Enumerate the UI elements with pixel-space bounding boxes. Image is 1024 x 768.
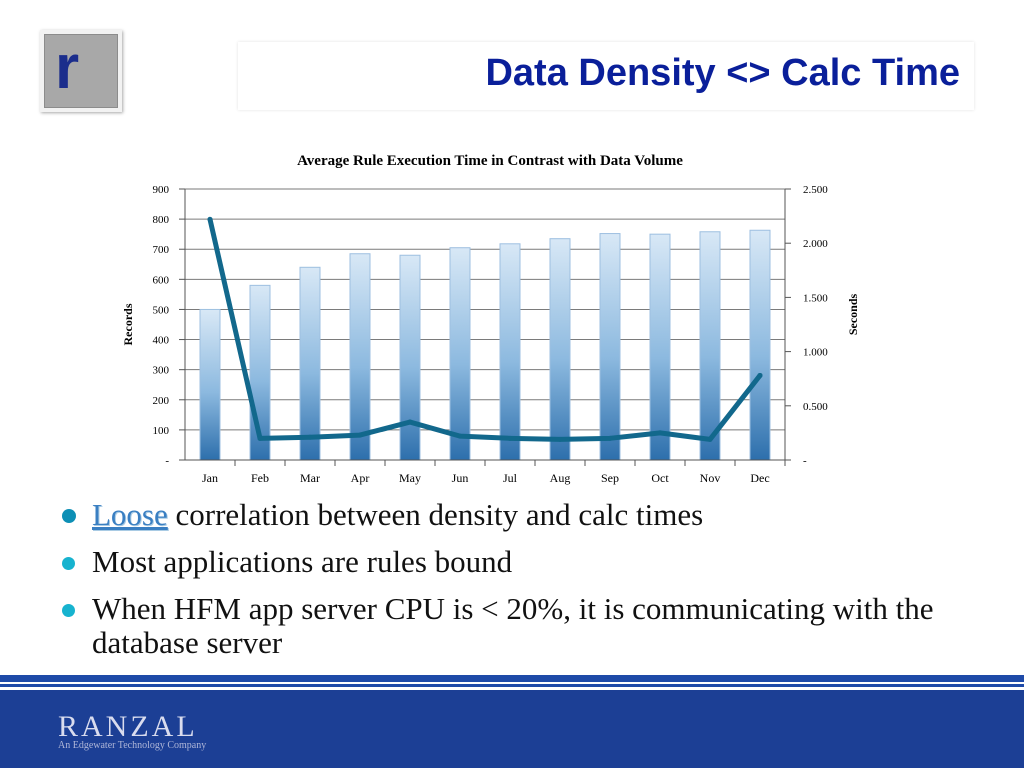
bar-dec [749,229,771,461]
x-tick-label: Feb [251,471,269,485]
point-dec [757,372,763,378]
x-tick-label: May [399,471,421,485]
footer-rule-top [0,675,1024,682]
y-tick-label: 800 [153,214,170,226]
bar-mar [299,266,321,461]
logo-letter: r [55,33,80,102]
slide-title: Data Density <> Calc Time [485,52,960,94]
y2-tick-label: 0.500 [803,401,828,413]
ranzal-logo: r [40,30,122,112]
bullet-item-loose-correlation: Loose correlation between density and ca… [62,498,962,532]
point-jun [457,433,463,439]
combo-chart: Average Rule Execution Time in Contrast … [121,153,860,485]
bar-sep [599,233,621,461]
bullet-item-rules-bound: Most applications are rules bound [62,545,962,579]
bullet-highlight-loose: Loose [92,497,168,532]
point-jul [507,435,513,441]
y2-tick-label: 1.000 [803,347,828,359]
line-series-seconds [207,216,763,442]
point-may [407,419,413,425]
point-jan [207,216,213,222]
title-bar: Data Density <> Calc Time [238,42,974,110]
bullet-text: correlation between density and calc tim… [167,497,704,532]
x-tick-label: Jan [202,471,218,485]
y-tick-label: 900 [153,184,170,196]
x-tick-label: Oct [651,471,669,485]
point-sep [607,435,613,441]
y-tick-label: 600 [153,274,170,286]
x-tick-label: Sep [601,471,619,485]
y2-tick-label: 2.000 [803,238,828,250]
footer-band: RANZAL An Edgewater Technology Company [0,690,1024,768]
y-tick-label: 700 [153,244,170,256]
y-axis-label-records: Records [121,303,135,345]
logo-tile: r [44,33,118,108]
bullet-item-cpu: When HFM app server CPU is < 20%, it is … [62,592,962,660]
x-tick-label: Nov [700,471,721,485]
bar-oct [649,233,671,461]
bullet-icon [62,557,75,570]
x-tick-label: Aug [550,471,571,485]
bullet-icon [62,604,75,617]
footer-rule-bottom [0,684,1024,687]
y-tick-label: 300 [153,365,170,377]
bullet-text: When HFM app server CPU is < 20%, it is … [92,591,934,660]
bullet-text: Most applications are rules bound [92,544,513,579]
y-tick-label: 400 [153,335,170,347]
y2-tick-label: - [803,455,807,467]
footer-brand: RANZAL [58,710,198,743]
bullet-list: Loose correlation between density and ca… [62,498,962,673]
y-tick-label: 100 [153,425,170,437]
bar-series-records [199,229,771,461]
point-mar [307,434,313,440]
y-tick-label: 200 [153,395,170,407]
bar-jan [199,308,221,461]
bar-aug [549,238,571,461]
x-tick-label: Jul [503,471,518,485]
chart-area: Average Rule Execution Time in Contrast … [0,140,1024,495]
y2-tick-label: 2.500 [803,184,828,196]
line-seconds [207,216,763,442]
x-tick-label: Mar [300,471,320,485]
point-aug [557,436,563,442]
x-tick-label: Jun [452,471,469,485]
x-tick-label: Dec [750,471,769,485]
axes [179,188,791,466]
bar-apr [349,253,371,461]
bar-nov [699,231,721,461]
gridlines [185,188,785,431]
bar-jul [499,243,521,461]
y2-tick-label: 1.500 [803,292,828,304]
x-tick-label: Apr [351,471,370,485]
point-oct [657,430,663,436]
y-tick-label: 500 [153,304,170,316]
point-nov [707,436,713,442]
tick-labels: - 100 200 300 400 500 600 700 800 900 - 0.500 1.000 1… [153,184,829,485]
y-tick-label: - [165,455,169,467]
bullet-icon [62,509,76,523]
footer-tagline: An Edgewater Technology Company [58,740,207,751]
chart-title: Average Rule Execution Time in Contrast … [297,153,683,169]
bar-may [399,254,421,461]
y2-axis-label-seconds: Seconds [846,293,860,335]
bar-jun [449,247,471,461]
point-feb [257,435,263,441]
point-apr [357,432,363,438]
